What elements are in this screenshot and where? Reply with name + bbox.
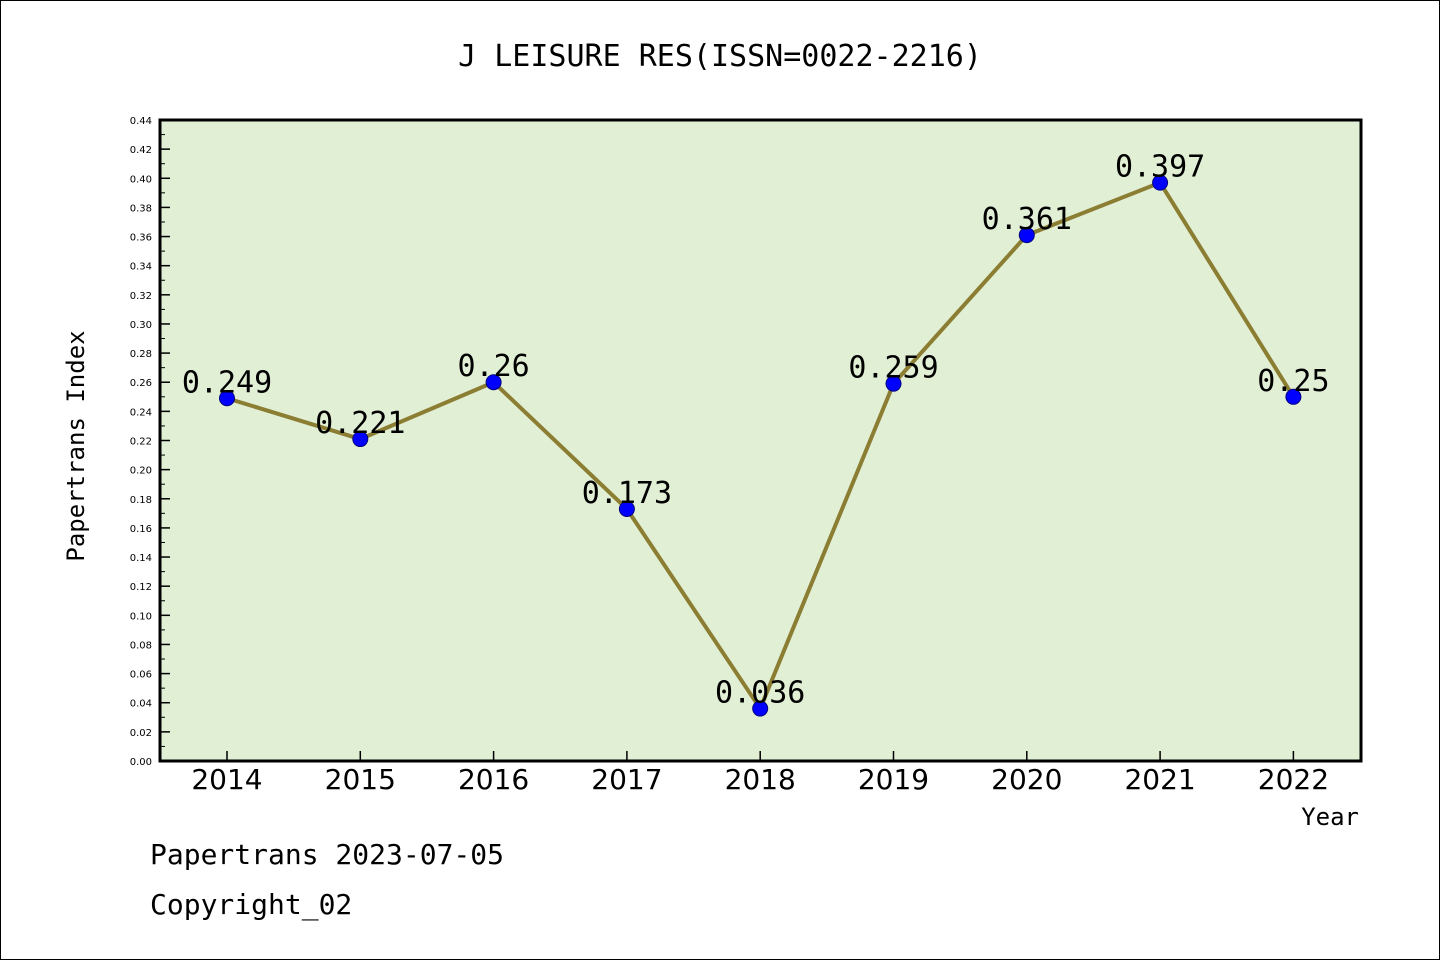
x-axis-label: Year <box>1301 803 1359 831</box>
x-tick-label: 2016 <box>458 763 529 796</box>
x-tick-label: 2020 <box>991 763 1062 796</box>
data-label: 0.173 <box>582 476 672 511</box>
y-tick-label: 0.10 <box>130 611 152 622</box>
y-tick-label: 0.36 <box>130 233 152 244</box>
y-tick-label: 0.40 <box>130 174 152 185</box>
y-tick-label: 0.28 <box>130 349 152 360</box>
data-label: 0.259 <box>848 351 938 386</box>
series-line-group <box>219 174 1302 717</box>
data-point-marker <box>219 390 235 407</box>
data-point-marker <box>885 375 902 392</box>
x-tick-label: 2015 <box>325 763 396 796</box>
y-tick-label: 0.08 <box>130 640 152 651</box>
y-tick-label: 0.26 <box>130 378 152 389</box>
data-label: 0.036 <box>715 676 805 711</box>
x-tick-label: 2021 <box>1124 763 1195 796</box>
y-axis-label: Papertrans Index <box>62 330 90 561</box>
y-tick-label: 0.12 <box>130 582 152 593</box>
y-tick-label: 0.34 <box>130 262 152 273</box>
footer-date: Papertrans 2023-07-05 <box>150 838 504 871</box>
data-label: 0.25 <box>1257 364 1329 399</box>
y-tick-label: 0.18 <box>130 495 152 506</box>
data-point-marker <box>1285 388 1302 405</box>
data-point-marker <box>485 374 502 391</box>
y-tick-label: 0.06 <box>130 670 152 681</box>
x-tick-label: 2017 <box>591 763 662 796</box>
x-tick-label: 2019 <box>858 763 929 796</box>
y-tick-label: 0.00 <box>130 757 152 768</box>
data-label: 0.26 <box>457 349 529 384</box>
data-label: 0.249 <box>182 365 272 400</box>
y-tick-label: 0.42 <box>130 145 152 156</box>
y-tick-label: 0.44 <box>130 116 152 127</box>
data-point-marker <box>1152 174 1169 191</box>
y-tick-label: 0.30 <box>130 320 152 331</box>
data-point-marker <box>618 500 635 517</box>
data-label: 0.221 <box>315 406 405 441</box>
y-tick-label: 0.20 <box>130 466 152 477</box>
x-tick-label: 2018 <box>725 763 796 796</box>
y-tick-label: 0.38 <box>130 203 152 214</box>
y-tick-label: 0.14 <box>130 553 152 564</box>
y-tick-label: 0.32 <box>130 291 152 302</box>
y-tick-label: 0.04 <box>130 699 152 710</box>
footer-copyright: Copyright_02 <box>150 888 352 922</box>
y-tick-label: 0.16 <box>130 524 152 535</box>
data-point-marker <box>1018 227 1035 244</box>
chart-title: J LEISURE RES(ISSN=0022-2216) <box>458 39 982 74</box>
data-point-marker <box>352 431 369 448</box>
data-point-marker <box>752 700 769 717</box>
y-tick-label: 0.24 <box>130 407 152 418</box>
data-label: 0.361 <box>982 202 1072 237</box>
x-tick-label: 2014 <box>191 763 262 796</box>
y-tick-label: 0.22 <box>130 437 152 448</box>
x-tick-label: 2022 <box>1258 763 1329 796</box>
y-tick-label: 0.02 <box>130 728 152 739</box>
data-labels-group: 0.249 0.221 0.26 0.173 0.036 0.259 0.361 0.397 0… <box>182 150 1330 711</box>
y-axis-ticks: 0.00 0.02 0.04 0.06 0.08 0.10 0.12 0.14 0.16 0.18… <box>130 116 170 768</box>
data-label: 0.397 <box>1115 150 1205 185</box>
x-axis-ticks: 2014 2015 2016 2017 2018 2019 2020 2021 2022 <box>191 751 1329 796</box>
